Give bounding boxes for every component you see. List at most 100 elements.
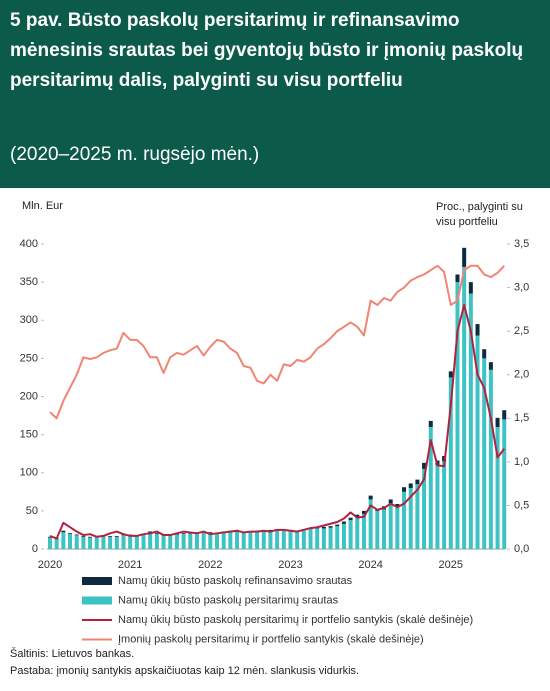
y-tick-label: 50 [26, 505, 38, 517]
bar [488, 362, 493, 370]
bar [101, 536, 106, 549]
bar [355, 516, 360, 549]
bar [341, 521, 346, 524]
y-axis-label: Mln. Eur [22, 200, 63, 212]
y2-tick-label: 1,0 [514, 456, 529, 468]
bar [428, 420, 433, 427]
bar [201, 532, 206, 549]
bar [408, 488, 413, 549]
bar [194, 532, 199, 549]
legend-swatch [82, 596, 112, 605]
bar [435, 465, 440, 549]
bar [74, 534, 79, 536]
bar [495, 427, 500, 549]
bar [154, 533, 159, 549]
bar [448, 371, 453, 378]
bar [321, 526, 326, 529]
bar [462, 266, 467, 549]
bar [315, 528, 320, 549]
bar [402, 491, 407, 549]
bar [94, 536, 99, 549]
bar [208, 532, 213, 533]
chart-subtitle: (2020–2025 m. rugsėjo mėn.) [10, 144, 260, 165]
bar [255, 531, 260, 549]
bar [335, 526, 340, 549]
legend-label: Namų ūkių būsto paskolų refinansavimo sr… [118, 575, 353, 587]
bar [395, 504, 400, 508]
bar [462, 247, 467, 267]
legend-swatch [82, 577, 112, 585]
y-tick-label: 300 [20, 314, 38, 326]
bar [275, 529, 280, 549]
bar [181, 532, 186, 534]
bar [174, 534, 179, 549]
y-tick-label: 400 [20, 238, 38, 250]
y2-tick-label: 2,0 [514, 369, 529, 381]
bar [81, 536, 86, 537]
x-tick-label: 2024 [358, 559, 382, 571]
bar [61, 532, 66, 549]
bar [154, 532, 159, 534]
bar [321, 528, 326, 549]
bar [422, 462, 427, 469]
bar [442, 461, 447, 549]
bar [448, 377, 453, 549]
bar [215, 533, 219, 549]
bar [268, 530, 273, 549]
bar [61, 530, 66, 533]
x-tick-label: 2023 [278, 559, 302, 571]
bar [388, 503, 393, 549]
bar [128, 535, 133, 549]
bar [455, 282, 460, 549]
bar [235, 530, 240, 549]
bar [455, 274, 460, 283]
bar [502, 410, 507, 420]
bar [221, 532, 226, 549]
source: Šaltinis: Lietuvos bankas. [10, 648, 135, 660]
bar [361, 513, 366, 549]
bar [48, 536, 52, 538]
y2-axis-label: Proc., palyginti su visu portfeliu [436, 201, 523, 228]
bar [228, 531, 233, 549]
y-tick-label: 0 [32, 543, 38, 555]
bar [495, 417, 500, 427]
bar [148, 532, 153, 549]
bar [141, 534, 146, 549]
bar [301, 529, 306, 549]
bar [308, 529, 313, 549]
bar [415, 479, 420, 485]
bar [468, 293, 473, 549]
bar [81, 536, 86, 549]
y2-tick-label: 0,0 [514, 543, 529, 555]
bar [395, 507, 400, 549]
bar [335, 524, 340, 527]
bar [108, 536, 113, 537]
bar [181, 533, 186, 549]
bar [261, 531, 266, 549]
line [49, 264, 505, 420]
y2-tick-label: 3,5 [514, 238, 529, 250]
bar [328, 527, 333, 549]
bar [188, 533, 193, 549]
x-tick-label: 2020 [38, 559, 62, 571]
bar [341, 523, 346, 549]
bar [54, 539, 59, 549]
bar [422, 468, 427, 549]
bar [475, 324, 480, 336]
y-tick-label: 150 [20, 429, 38, 441]
bar [468, 282, 473, 294]
bar [148, 531, 153, 533]
bar [482, 358, 487, 549]
y2-tick-label: 3,0 [514, 281, 529, 293]
x-tick-label: 2021 [118, 559, 142, 571]
bar [134, 536, 139, 549]
note: Pastaba: įmonių santykis apskaičiuotas k… [10, 665, 360, 677]
y-tick-label: 250 [20, 352, 38, 364]
bar [348, 517, 353, 521]
bar [248, 532, 253, 549]
bar [48, 537, 52, 549]
bar [375, 510, 380, 549]
x-tick-label: 2025 [439, 559, 463, 571]
y2-tick-label: 2,5 [514, 325, 529, 337]
